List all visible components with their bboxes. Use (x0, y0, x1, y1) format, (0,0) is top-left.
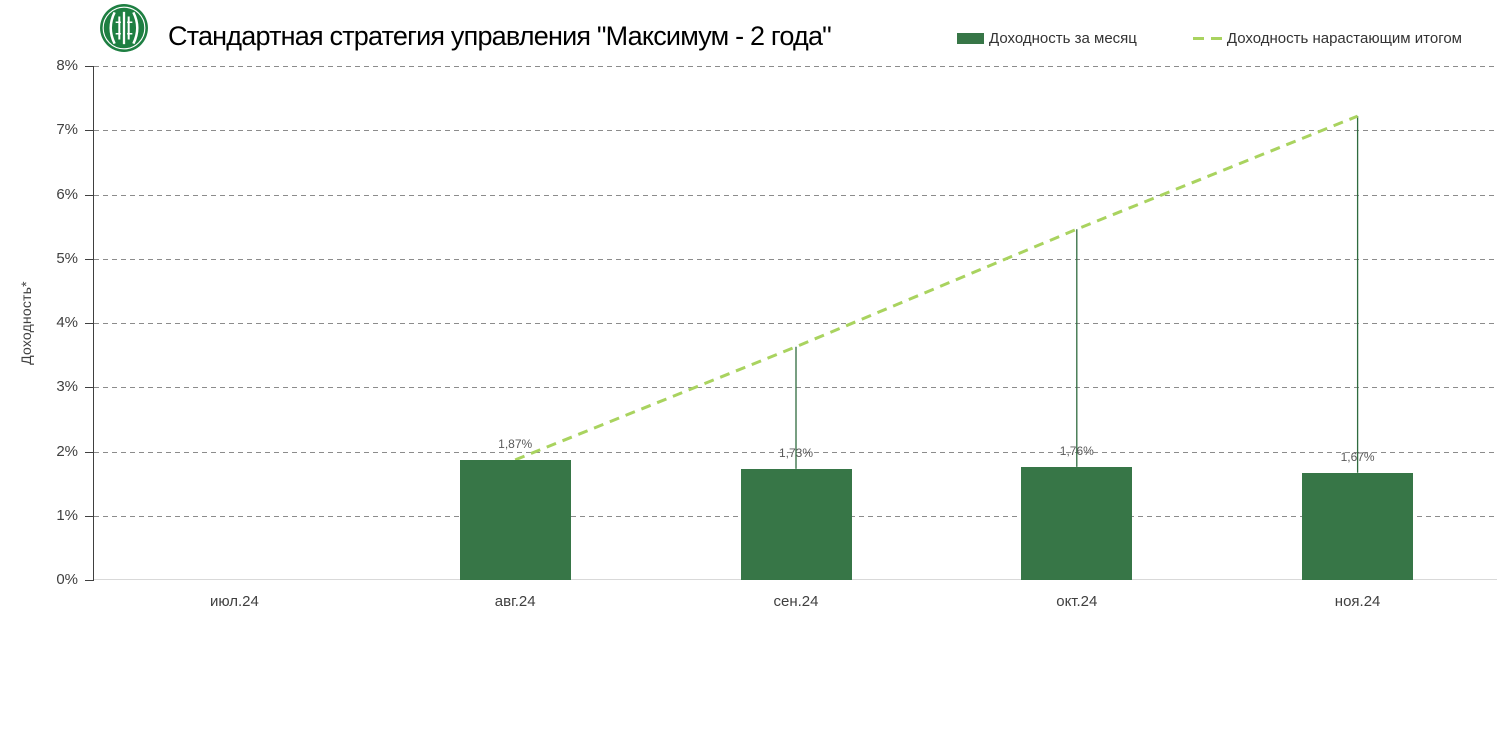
y-tick-label: 5% (56, 249, 78, 267)
y-tick-mark (85, 130, 94, 132)
chart-title: Стандартная стратегия управления "Максим… (168, 21, 832, 51)
y-tick-mark (85, 387, 94, 389)
dashed-line-swatch-icon (1192, 37, 1222, 40)
legend-label-monthly-return: Доходность за месяц (989, 30, 1137, 47)
monthly-return-bar (1021, 466, 1133, 580)
x-axis-label: сен.24 (773, 593, 819, 610)
y-tick-label: 6% (56, 185, 78, 203)
y-tick-label: 8% (56, 57, 78, 74)
cumulative-return-line (514, 114, 1359, 462)
y-tick-mark (85, 194, 94, 196)
y-tick-label: 7% (56, 121, 78, 139)
y-tick-label: 4% (56, 314, 78, 331)
x-axis-label: окт.24 (1056, 593, 1098, 610)
x-axis-label: июл.24 (209, 593, 259, 610)
y-tick-mark (85, 580, 94, 581)
y-gridline (94, 130, 1497, 132)
x-axis-label: авг.24 (494, 593, 536, 610)
monthly-return-bar (740, 468, 852, 580)
y-gridline (94, 323, 1497, 324)
y-tick-label: 1% (56, 506, 78, 524)
y-gridline (94, 258, 1497, 260)
y-tick-label: 2% (56, 442, 78, 460)
y-tick-label: 3% (56, 378, 78, 396)
legend-item-cumulative-return: Доходность нарастающим итогом (1192, 30, 1462, 47)
monthly-return-bar (459, 459, 571, 580)
bar-data-label: 1,67% (1340, 449, 1375, 464)
monthly-return-bar (1302, 472, 1414, 580)
bar-data-label: 1,73% (778, 445, 814, 460)
legend: Доходность за месяц Доходность нарастающ… (957, 30, 1462, 47)
x-axis-label: ноя.24 (1334, 593, 1381, 610)
legend-label-cumulative-return: Доходность нарастающим итогом (1226, 30, 1462, 47)
bar-data-label: 1,87% (498, 436, 533, 451)
y-tick-mark (85, 323, 94, 324)
y-tick-mark (85, 66, 94, 67)
y-tick-mark (85, 258, 94, 260)
legend-item-monthly-return: Доходность за месяц (957, 30, 1137, 47)
y-tick-label: 0% (56, 571, 78, 588)
plot-area: 0% 1% 2% 3% 4% 5% 6% 7% 8% июл.24 авг.24 сен.24 окт.… (56, 57, 1497, 610)
y-tick-mark (85, 515, 94, 517)
bar-swatch-icon (957, 33, 985, 44)
bar-data-label: 1,76% (1059, 443, 1094, 458)
y-tick-mark (85, 451, 94, 453)
y-gridline (94, 387, 1497, 389)
y-gridline (94, 66, 1497, 67)
y-gridline (94, 194, 1497, 196)
company-logo-icon (99, 3, 149, 53)
